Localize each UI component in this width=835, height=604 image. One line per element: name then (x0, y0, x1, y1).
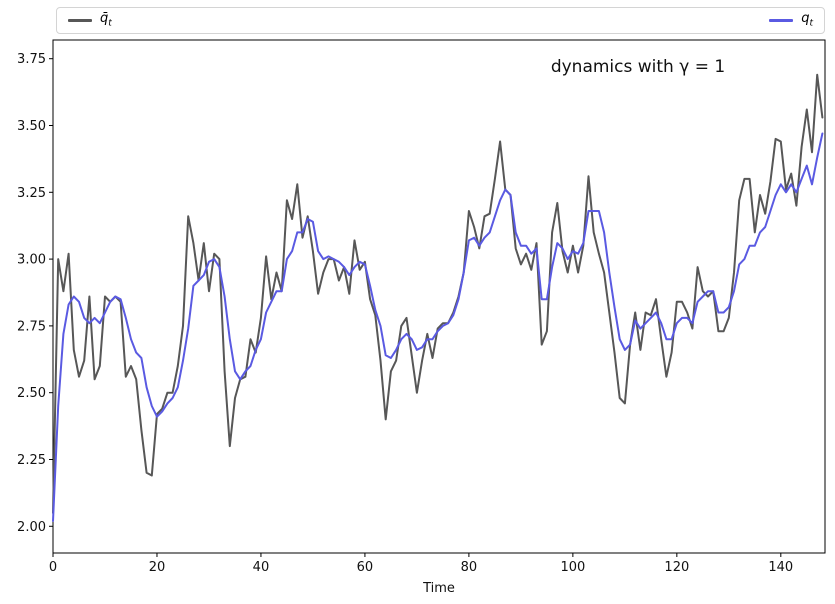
y-tick-label: 2.25 (17, 453, 46, 468)
x-tick-label: 100 (560, 560, 585, 575)
x-axis-label: Time (423, 581, 455, 596)
qbar-label-base: q̄ (100, 11, 109, 27)
y-tick-label: 3.00 (17, 253, 46, 268)
legend: q̄t qt (56, 7, 825, 34)
x-tick-label: 80 (461, 560, 478, 575)
y-tick-label: 2.00 (17, 520, 46, 535)
x-tick-label: 60 (357, 560, 374, 575)
axes-frame (52, 39, 826, 554)
legend-label-qbar: q̄t (100, 12, 112, 29)
q-line-swatch (769, 19, 794, 22)
q-label-sub: t (809, 18, 813, 29)
legend-entry-q: qt (769, 12, 813, 29)
qbar-series-line (52, 73, 824, 514)
y-tick-label: 3.50 (17, 119, 46, 134)
gamma-annotation: dynamics with γ = 1 (550, 57, 726, 77)
qbar-label-sub: t (108, 18, 112, 29)
y-tick-label: 2.75 (17, 319, 46, 334)
y-tick-label: 2.50 (17, 386, 46, 401)
x-tick-label: 20 (149, 560, 166, 575)
q-label-base: q (801, 11, 810, 27)
x-tick-label: 0 (49, 560, 57, 575)
x-tick-label: 140 (768, 560, 793, 575)
y-tick-label: 3.75 (17, 52, 46, 67)
legend-entry-qbar: q̄t (68, 12, 112, 29)
x-tick-label: 120 (664, 560, 689, 575)
qbar-line-swatch (68, 19, 92, 22)
y-tick-label: 3.25 (17, 186, 46, 201)
legend-label-q: qt (801, 12, 813, 29)
q-series-line (52, 132, 824, 522)
x-tick-label: 40 (253, 560, 270, 575)
